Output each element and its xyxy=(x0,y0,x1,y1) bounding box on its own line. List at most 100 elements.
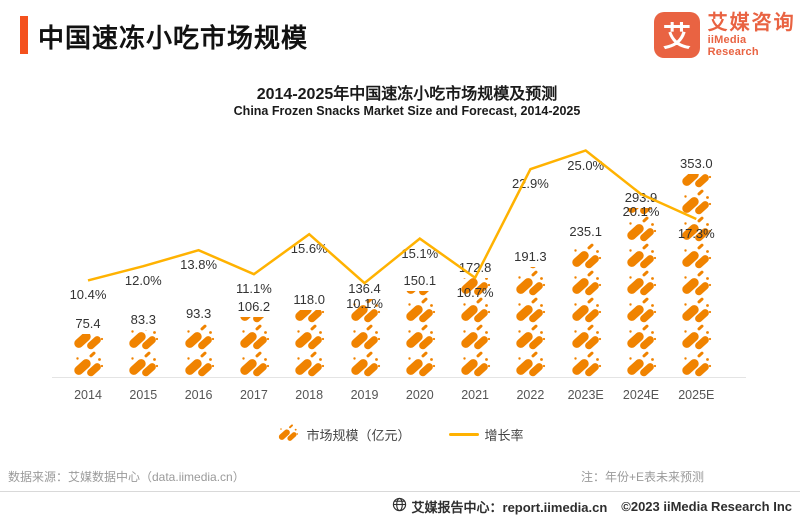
snack-icon xyxy=(571,270,601,296)
value-label-2016: 93.3 xyxy=(185,306,212,322)
growth-label-2018: 15.6% xyxy=(290,241,328,257)
pictograph-bar-2018 xyxy=(291,309,327,378)
legend-label-market-size: 市场规模（亿元） xyxy=(306,428,411,443)
snack-icon xyxy=(516,324,546,350)
growth-label-2014: 10.4% xyxy=(69,287,107,303)
snack-icon xyxy=(461,351,491,377)
snack-icon xyxy=(682,270,712,296)
value-label-2024E: 293.9 xyxy=(624,190,658,206)
snack-icon xyxy=(516,297,546,323)
value-label-2018: 118.0 xyxy=(293,291,325,307)
x-axis-label-2019: 2019 xyxy=(350,388,379,402)
snack-icon xyxy=(350,299,380,323)
pictograph-bar-2015 xyxy=(125,329,161,378)
snack-icon xyxy=(571,324,601,350)
x-axis-label-2014: 2014 xyxy=(74,388,102,402)
snack-icon xyxy=(627,324,657,350)
growth-label-2022: 22.9% xyxy=(511,176,549,192)
snack-icon xyxy=(516,270,546,296)
growth-label-2023E: 25.0% xyxy=(567,157,605,173)
snack-icon xyxy=(184,351,214,377)
chart-legend: 市场规模（亿元） 增长率 xyxy=(0,424,800,445)
snack-icon xyxy=(129,351,159,377)
logo-name-cn: 艾媒咨询 xyxy=(707,12,796,34)
growth-label-2015: 12.0% xyxy=(124,273,162,289)
snack-icon xyxy=(276,424,300,445)
snack-icon xyxy=(240,351,269,377)
legend-label-growth-rate: 增长率 xyxy=(484,428,524,443)
snack-icon xyxy=(406,324,435,350)
bottom-bar: 艾媒报告中心：report.iimedia.cn ©2023 iiMedia R… xyxy=(0,493,800,519)
chart-title: 2014-2025年中国速冻小吃市场规模及预测 xyxy=(256,86,558,103)
snack-icon xyxy=(682,351,712,377)
value-label-2025E: 353.0 xyxy=(680,155,713,171)
snack-icon xyxy=(406,351,435,377)
logo-name-en: iiMedia Research xyxy=(707,34,759,58)
x-axis-label-2016: 2016 xyxy=(184,388,213,402)
footer-divider xyxy=(0,491,800,492)
growth-label-2025E: 17.3% xyxy=(677,226,715,242)
x-axis-label-2024E: 2024E xyxy=(622,388,660,402)
x-axis-line xyxy=(52,377,746,378)
legend-item-market-size: 市场规模（亿元） xyxy=(276,424,411,445)
snack-icon xyxy=(74,351,104,377)
chart-subtitle: China Frozen Snacks Market Size and Fore… xyxy=(233,104,581,118)
snack-icon xyxy=(240,316,267,323)
pictograph-bar-2019 xyxy=(347,299,383,378)
snack-icon xyxy=(627,297,657,323)
growth-label-2017: 11.1% xyxy=(235,281,272,297)
x-axis-label-2017: 2017 xyxy=(239,388,268,402)
page-title: 中国速冻小吃市场规模 xyxy=(38,23,309,53)
data-source-note: 数据来源：艾媒数据中心（data.iimedia.cn） xyxy=(8,470,245,484)
snack-icon xyxy=(240,324,269,350)
snack-icon xyxy=(184,324,214,350)
pictograph-bar-2025E xyxy=(678,173,714,378)
snack-icon xyxy=(682,189,712,215)
snack-icon xyxy=(627,216,657,242)
snack-icon xyxy=(406,291,433,296)
iimedia-logo-icon: 艾 xyxy=(654,12,700,58)
pictograph-bar-2017 xyxy=(236,316,272,378)
pictograph-bar-2014 xyxy=(70,334,106,378)
pictograph-bar-2022 xyxy=(512,267,548,378)
x-axis-label-2018: 2018 xyxy=(295,388,324,402)
x-axis-label-2023E: 2023E xyxy=(567,388,604,402)
growth-label-2024E: 20.1% xyxy=(622,204,660,220)
x-axis-label-2015: 2015 xyxy=(129,388,158,402)
value-label-2015: 83.3 xyxy=(130,311,156,327)
snack-icon xyxy=(571,243,601,269)
pictograph-bar-2016 xyxy=(181,324,217,378)
value-label-2017: 106.2 xyxy=(237,298,271,314)
growth-label-2016: 13.8% xyxy=(180,257,218,273)
report-center-item: 艾媒报告中心：report.iimedia.cn xyxy=(392,497,608,516)
snack-icon xyxy=(682,324,712,350)
snack-icon xyxy=(682,297,712,323)
report-center-text: 艾媒报告中心：report.iimedia.cn xyxy=(411,499,608,515)
line-swatch-icon xyxy=(448,433,479,436)
pictograph-bar-2021 xyxy=(457,278,493,378)
snack-icon xyxy=(350,324,380,350)
snack-icon xyxy=(516,351,546,377)
snack-icon xyxy=(627,351,657,377)
value-label-2019: 136.4 xyxy=(348,281,381,297)
snack-icon xyxy=(74,334,104,350)
pictograph-bar-2024E xyxy=(623,208,659,378)
growth-label-2019: 10.1% xyxy=(346,296,383,312)
iimedia-logo: 艾 艾媒咨询 iiMedia Research xyxy=(654,12,800,58)
snack-icon xyxy=(682,243,712,269)
title-accent-bar xyxy=(20,16,28,54)
x-axis-label-2025E: 2025E xyxy=(678,388,715,402)
snack-icon xyxy=(461,324,491,350)
snack-icon xyxy=(682,173,712,188)
growth-label-2021: 10.7% xyxy=(456,284,494,300)
globe-icon xyxy=(392,497,407,515)
snack-icon xyxy=(295,324,325,350)
value-label-2023E: 235.1 xyxy=(569,224,602,240)
pictograph-bar-2023E xyxy=(568,242,604,378)
snack-icon xyxy=(461,297,491,323)
snack-icon xyxy=(627,270,657,296)
value-label-2022: 191.3 xyxy=(514,249,547,265)
x-axis-label-2021: 2021 xyxy=(461,388,489,402)
copyright-text: ©2023 iiMedia Research Inc xyxy=(621,498,792,514)
